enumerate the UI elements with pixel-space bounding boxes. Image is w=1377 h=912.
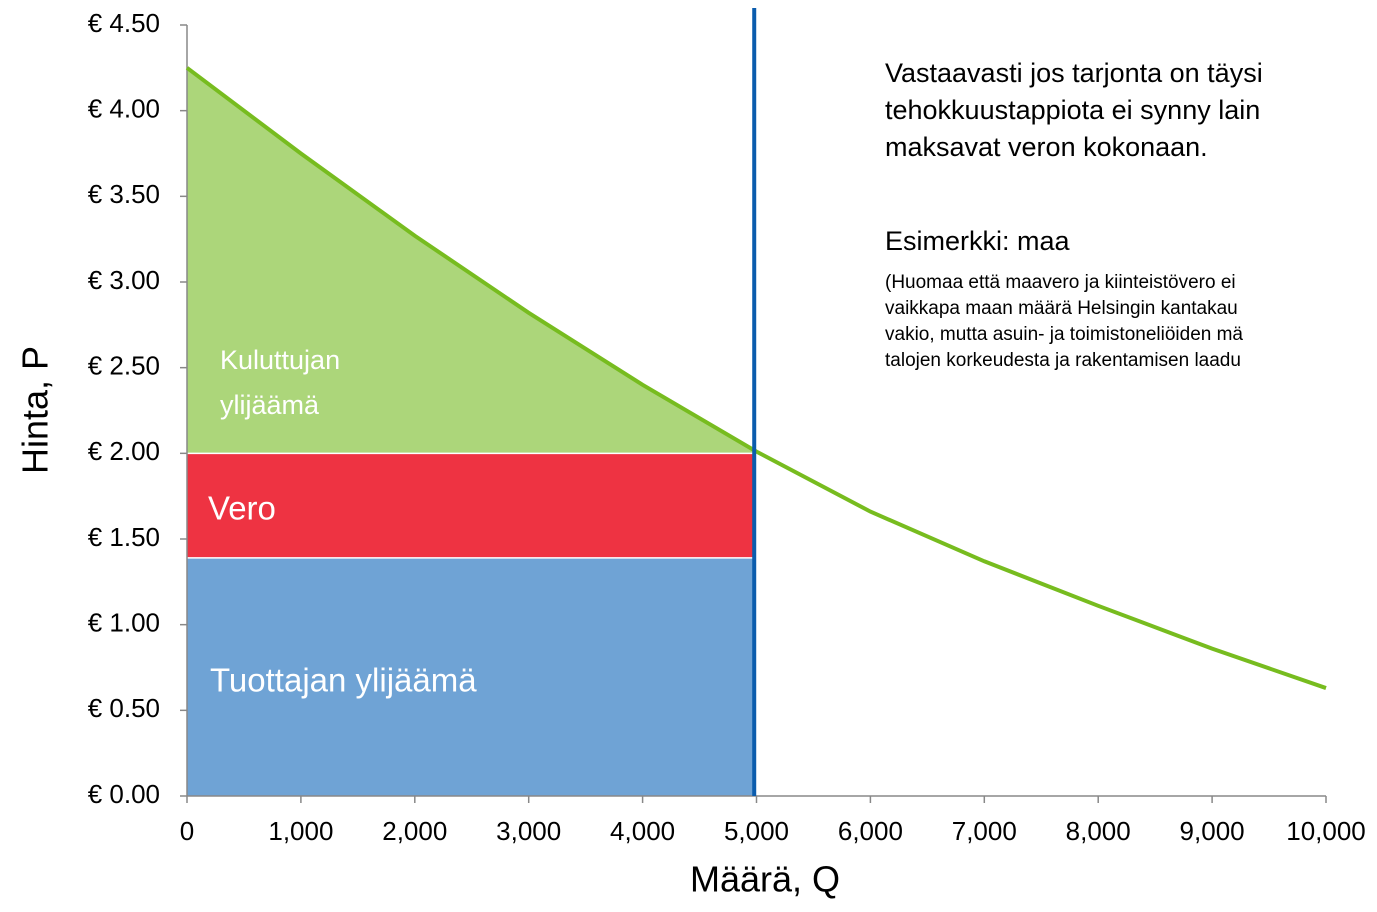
y-tick-label: € 2.00 [88,436,160,466]
region-label: Kuluttujan [220,345,340,375]
y-tick-label: € 1.00 [88,608,160,638]
x-tick-label: 4,000 [610,816,675,846]
annotation-line: Vastaavasti jos tarjonta on täysi [885,58,1263,88]
x-tick-label: 9,000 [1180,816,1245,846]
demand-curve [185,66,1327,690]
x-tick-label: 10,000 [1286,816,1366,846]
annotation-note: vaikkapa maan määrä Helsingin kantakau [885,298,1238,319]
y-tick-label: € 0.00 [88,779,160,809]
y-tick-label: € 0.50 [88,693,160,723]
region-label: Tuottajan ylijäämä [210,662,477,699]
annotation-note: talojen korkeudesta ja rakentamisen laad… [885,350,1241,371]
x-tick-label: 7,000 [952,816,1017,846]
region-area [187,453,755,558]
y-tick-label: € 4.00 [88,94,160,124]
y-tick-label: € 3.00 [88,265,160,295]
annotation-line: tehokkuustappiota ei synny lain [885,95,1260,125]
x-tick-label: 5,000 [724,816,789,846]
annotation-note: (Huomaa että maavero ja kiinteistövero e… [885,272,1236,293]
annotation-line: maksavat veron kokonaan. [885,132,1208,162]
x-tick-label: 0 [180,816,194,846]
region-label: Vero [208,490,276,527]
y-axis-label: Hinta, P [15,346,56,474]
x-tick-label: 1,000 [268,816,333,846]
y-tick-label: € 2.50 [88,351,160,381]
region-label: ylijäämä [220,390,320,420]
annotation-note: vakio, mutta asuin- ja toimistoneliöiden… [885,324,1243,345]
region-area [187,557,755,796]
consumer-surplus-area [187,67,755,454]
x-axis-label: Määrä, Q [690,859,840,900]
x-tick-label: 2,000 [382,816,447,846]
y-tick-label: € 4.50 [88,8,160,38]
y-tick-label: € 1.50 [88,522,160,552]
x-tick-label: 8,000 [1066,816,1131,846]
x-tick-label: 3,000 [496,816,561,846]
x-tick-label: 6,000 [838,816,903,846]
annotation-example: Esimerkki: maa [885,226,1071,256]
y-tick-label: € 3.50 [88,179,160,209]
